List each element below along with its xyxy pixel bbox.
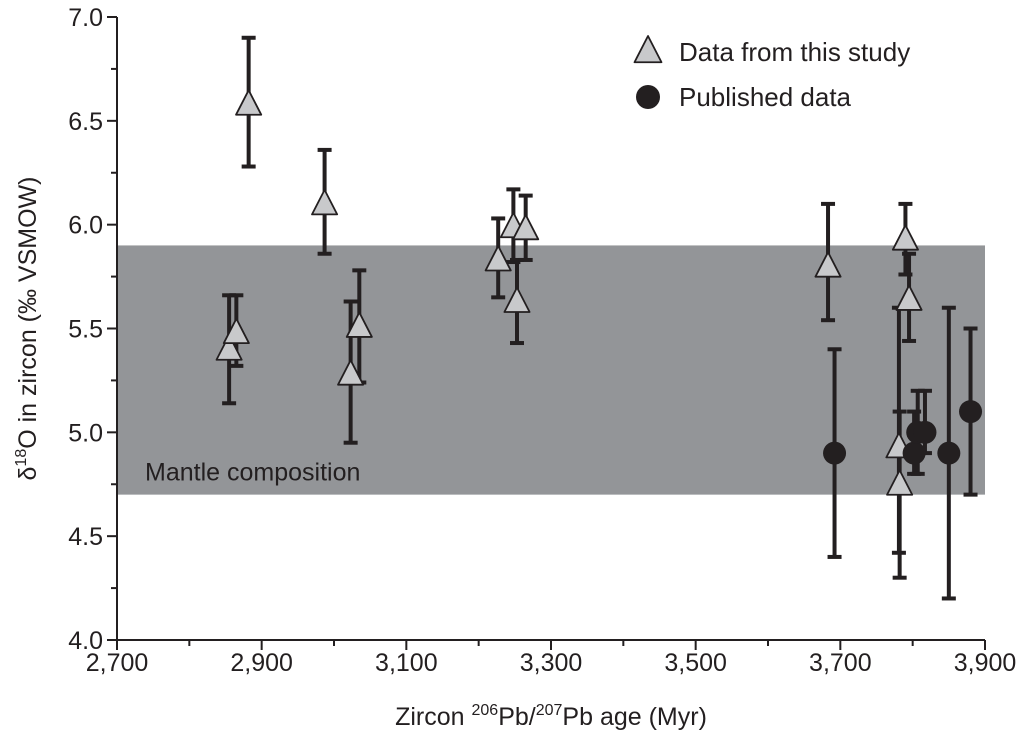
x-tick-label: 3,300 [520,649,583,677]
legend-triangle-marker [633,35,663,64]
y-tick-label: 4.5 [68,523,103,551]
y-tick-label: 5.0 [68,419,103,447]
mantle-composition-label: Mantle composition [145,459,360,487]
legend: Data from this study Published data [633,35,910,112]
triangle-marker [345,311,373,338]
triangle-marker [311,188,339,216]
circle-marker [913,420,937,444]
legend-label-published: Published data [679,82,852,112]
triangle-marker [503,286,531,313]
triangle-marker [814,251,842,278]
triangle-marker [512,213,540,241]
circle-marker [937,441,961,465]
x-tick-label: 2,900 [230,649,293,677]
x-tick-label: 2,700 [86,649,149,677]
x-tick-label: 3,900 [954,649,1017,677]
x-tick-label: 3,700 [809,649,872,677]
y-tick-label: 5.5 [68,316,103,344]
circle-marker [959,400,983,424]
x-tick-label: 3,500 [664,649,727,677]
x-axis-ticks: 2,700 2,900 3,100 3,300 3,500 3,700 3,900 [86,640,1017,677]
triangle-marker [895,284,923,311]
mantle-composition-band [117,245,985,495]
y-tick-label: 6.0 [68,212,103,240]
y-axis-title: δ18O in zircon (‰ VSMOW) [13,177,42,481]
triangle-marker [337,359,365,386]
mantle-band-group: Mantle composition [117,245,985,495]
error-bars [222,35,978,601]
y-tick-label: 6.5 [68,108,103,136]
x-tick-label: 3,100 [375,649,438,677]
data-markers [215,89,983,496]
triangle-marker [235,89,263,116]
legend-circle-marker [636,85,660,109]
y-tick-label: 4.0 [68,627,103,655]
y-tick-label: 7.0 [68,4,103,32]
circle-marker [823,441,847,465]
triangle-marker [215,334,243,361]
y-axis-ticks: 4.0 4.5 5.0 5.5 6.0 6.5 7.0 [68,4,117,655]
triangle-marker [891,224,919,251]
triangle-marker [886,469,914,496]
legend-label-this-study: Data from this study [679,37,910,67]
circle-marker [902,441,926,465]
triangle-marker [222,317,250,345]
triangle-marker [484,245,512,272]
x-axis-title: Zircon 206Pb/207Pb age (Myr) [395,702,707,731]
